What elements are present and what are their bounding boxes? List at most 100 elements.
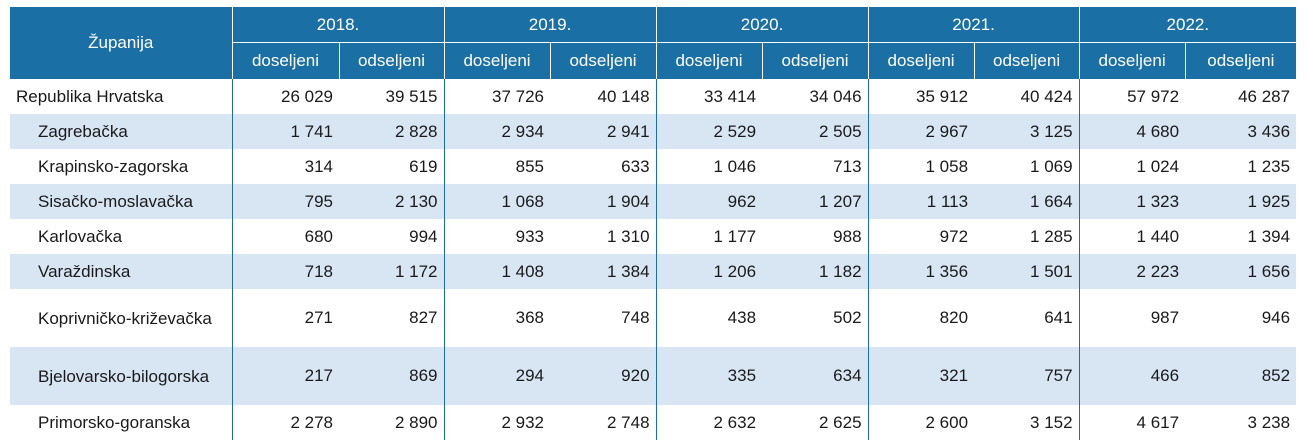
- value-emigrated: 641: [974, 289, 1080, 347]
- value-immigrated: 680: [304, 226, 333, 246]
- value-immigrated: 35 912: [916, 86, 969, 106]
- table-body: Republika Hrvatska 26 029 39 515 37 726 40 1…: [10, 79, 1297, 440]
- value-immigrated: 1 177: [713, 226, 757, 246]
- county-name: Sisačko-moslavačka: [10, 184, 233, 219]
- subheader-in: doseljeni: [656, 42, 763, 79]
- value-emigrated: 3 238: [1247, 412, 1291, 432]
- county-name: Republika Hrvatska: [10, 79, 233, 114]
- value-immigrated: 4 680: [1079, 114, 1186, 149]
- value-immigrated: 1 323: [1079, 184, 1186, 219]
- value-emigrated: 633: [550, 149, 657, 184]
- value-emigrated: 869: [339, 347, 445, 405]
- value-immigrated: 1 046: [713, 156, 757, 176]
- table-row: Krapinsko-zagorska 314 619 855 633 1 046 713 1 …: [10, 149, 1296, 184]
- year-header-2022: 2022.: [1079, 7, 1297, 43]
- value-immigrated: 438: [727, 308, 757, 327]
- value-immigrated: 1 024: [1136, 156, 1180, 176]
- value-immigrated: 1 408: [444, 254, 551, 289]
- subheader-out: odseljeni: [339, 42, 445, 79]
- value-immigrated: 718: [232, 254, 339, 289]
- value-emigrated: 1 501: [974, 254, 1080, 289]
- value-immigrated: 321: [868, 347, 975, 405]
- table-row: Bjelovarsko-bilogorska 217 869 294 920 335 634…: [10, 347, 1297, 405]
- value-immigrated: 2 600: [925, 412, 969, 432]
- value-immigrated: 37 726: [492, 86, 545, 106]
- value-immigrated: 57 972: [1127, 86, 1180, 106]
- value-emigrated: 988: [762, 219, 869, 254]
- value-emigrated: 39 515: [339, 79, 445, 114]
- table-header: Županija 2018. 2019. 2020. 2021. 2022. d…: [10, 7, 1297, 79]
- subheader-in: doseljeni: [232, 42, 340, 79]
- value-immigrated: 217: [232, 347, 339, 405]
- value-immigrated: 314: [304, 156, 333, 176]
- value-emigrated: 1 394: [1247, 226, 1291, 246]
- value-immigrated: 466: [1079, 347, 1186, 405]
- value-emigrated: 2 941: [550, 114, 657, 149]
- value-immigrated: 4 617: [1136, 412, 1180, 432]
- county-name: Krapinsko-zagorska: [10, 149, 233, 184]
- value-emigrated: 713: [762, 149, 869, 184]
- value-emigrated: 2 828: [339, 114, 445, 149]
- value-immigrated: 1 356: [868, 254, 975, 289]
- value-emigrated: 827: [339, 289, 445, 347]
- value-immigrated: 26 029: [281, 86, 333, 106]
- subheader-in: doseljeni: [444, 42, 551, 79]
- value-emigrated: 3 436: [1185, 114, 1297, 149]
- value-emigrated: 40 424: [974, 79, 1080, 114]
- value-emigrated: 2 890: [339, 405, 445, 440]
- value-immigrated: 2 529: [656, 114, 763, 149]
- value-emigrated: 2 130: [339, 184, 445, 219]
- year-header-2020: 2020.: [656, 7, 869, 43]
- value-emigrated: 634: [762, 347, 869, 405]
- value-immigrated: 1 113: [868, 184, 975, 219]
- value-emigrated: 3 152: [974, 405, 1080, 440]
- year-header-2019: 2019.: [444, 7, 657, 43]
- value-immigrated: 795: [232, 184, 339, 219]
- value-emigrated: 46 287: [1238, 86, 1291, 106]
- value-immigrated: 1 206: [656, 254, 763, 289]
- value-emigrated: 1 069: [974, 149, 1080, 184]
- value-emigrated: 1 384: [550, 254, 657, 289]
- value-emigrated: 502: [762, 289, 869, 347]
- subheader-out: odseljeni: [974, 42, 1080, 79]
- table-row: Sisačko-moslavačka 795 2 130 1 068 1 904 962 1…: [10, 184, 1297, 219]
- subheader-out: odseljeni: [550, 42, 657, 79]
- value-emigrated: 946: [1261, 308, 1291, 327]
- county-name: Primorsko-goranska: [10, 405, 233, 440]
- county-name: Zagrebačka: [10, 114, 233, 149]
- value-emigrated: 34 046: [762, 79, 869, 114]
- county-name: Bjelovarsko-bilogorska: [10, 347, 233, 405]
- value-immigrated: 2 223: [1079, 254, 1186, 289]
- value-immigrated: 271: [304, 308, 333, 327]
- value-immigrated: 2 932: [501, 412, 545, 432]
- value-emigrated: 40 148: [550, 79, 657, 114]
- value-immigrated: 1 741: [232, 114, 339, 149]
- year-header-2018: 2018.: [232, 7, 445, 43]
- subheader-out: odseljeni: [762, 42, 869, 79]
- value-emigrated: 852: [1185, 347, 1297, 405]
- table-row: Karlovačka 680 994 933 1 310 1 177 988 972 1 285…: [10, 219, 1296, 254]
- subheader-in: doseljeni: [1079, 42, 1186, 79]
- table-row: Republika Hrvatska 26 029 39 515 37 726 40 1…: [10, 79, 1296, 114]
- table-row: Koprivničko-križevačka 271 827 368 748 438 502…: [10, 289, 1296, 347]
- county-name: Koprivničko-križevačka: [10, 289, 233, 347]
- value-immigrated: 368: [515, 308, 545, 327]
- value-emigrated: 920: [550, 347, 657, 405]
- value-immigrated: 33 414: [704, 86, 757, 106]
- value-emigrated: 1 207: [762, 184, 869, 219]
- value-immigrated: 1 440: [1136, 226, 1180, 246]
- value-immigrated: 2 632: [713, 412, 757, 432]
- value-emigrated: 1 904: [550, 184, 657, 219]
- value-emigrated: 1 182: [762, 254, 869, 289]
- subheader-out: odseljeni: [1185, 42, 1297, 79]
- value-emigrated: 1 656: [1185, 254, 1297, 289]
- value-immigrated: 294: [444, 347, 551, 405]
- value-emigrated: 994: [339, 219, 445, 254]
- value-emigrated: 1 172: [339, 254, 445, 289]
- value-immigrated: 933: [515, 226, 545, 246]
- value-emigrated: 1 925: [1185, 184, 1297, 219]
- value-immigrated: 2 967: [868, 114, 975, 149]
- value-emigrated: 748: [550, 289, 657, 347]
- value-immigrated: 820: [939, 308, 969, 327]
- value-immigrated: 972: [939, 226, 969, 246]
